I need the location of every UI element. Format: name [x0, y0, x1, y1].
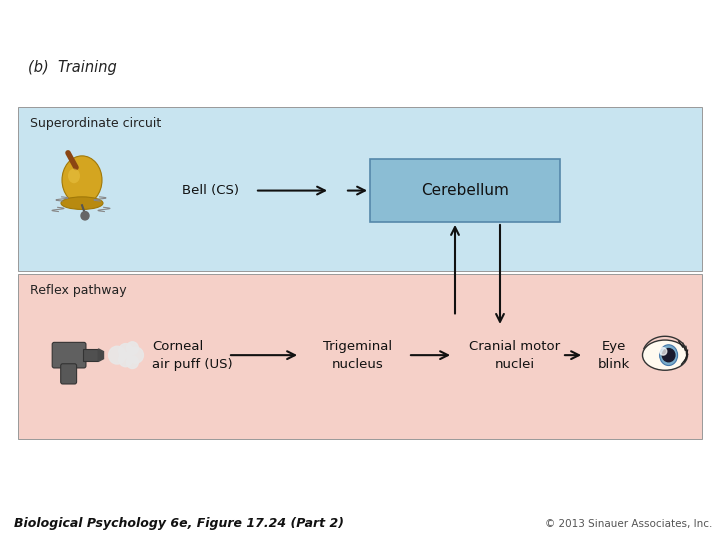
Text: (b)  Training: (b) Training [28, 60, 117, 75]
Ellipse shape [642, 340, 688, 370]
Circle shape [128, 347, 143, 363]
Circle shape [119, 353, 132, 367]
Ellipse shape [61, 197, 103, 210]
Bar [83, 349, 99, 361]
FancyBboxPatch shape [370, 159, 560, 222]
Text: Cerebellum: Cerebellum [421, 183, 509, 198]
Text: Cranial motor
nuclei: Cranial motor nuclei [469, 340, 561, 370]
Text: Superordinate circuit: Superordinate circuit [30, 117, 161, 130]
FancyBboxPatch shape [60, 364, 76, 384]
Circle shape [127, 342, 138, 354]
Circle shape [119, 343, 132, 358]
Bar [18, 274, 702, 439]
Text: Reflex pathway: Reflex pathway [30, 284, 127, 297]
Text: Trigeminal
nucleus: Trigeminal nucleus [323, 340, 392, 370]
Ellipse shape [660, 345, 678, 366]
Ellipse shape [62, 156, 102, 204]
Circle shape [662, 348, 675, 362]
Ellipse shape [68, 168, 80, 183]
Text: © 2013 Sinauer Associates, Inc.: © 2013 Sinauer Associates, Inc. [546, 518, 713, 529]
Polygon shape [99, 349, 104, 361]
Text: Biological Psychology 6e, Figure 17.24 (Part 2): Biological Psychology 6e, Figure 17.24 (… [14, 517, 344, 530]
Circle shape [660, 348, 667, 355]
Circle shape [127, 356, 138, 368]
Circle shape [81, 212, 89, 220]
Text: Bell (CS): Bell (CS) [182, 184, 239, 197]
Text: Figure 17.24  Functioning of the Neural Circuit for Conditioning of the Eye-Blin: Figure 17.24 Functioning of the Neural C… [9, 6, 698, 22]
Text: Eye
blink: Eye blink [598, 340, 630, 370]
Bar [18, 107, 702, 271]
Circle shape [109, 346, 125, 364]
Text: Corneal
air puff (US): Corneal air puff (US) [152, 340, 233, 370]
FancyBboxPatch shape [53, 342, 86, 368]
